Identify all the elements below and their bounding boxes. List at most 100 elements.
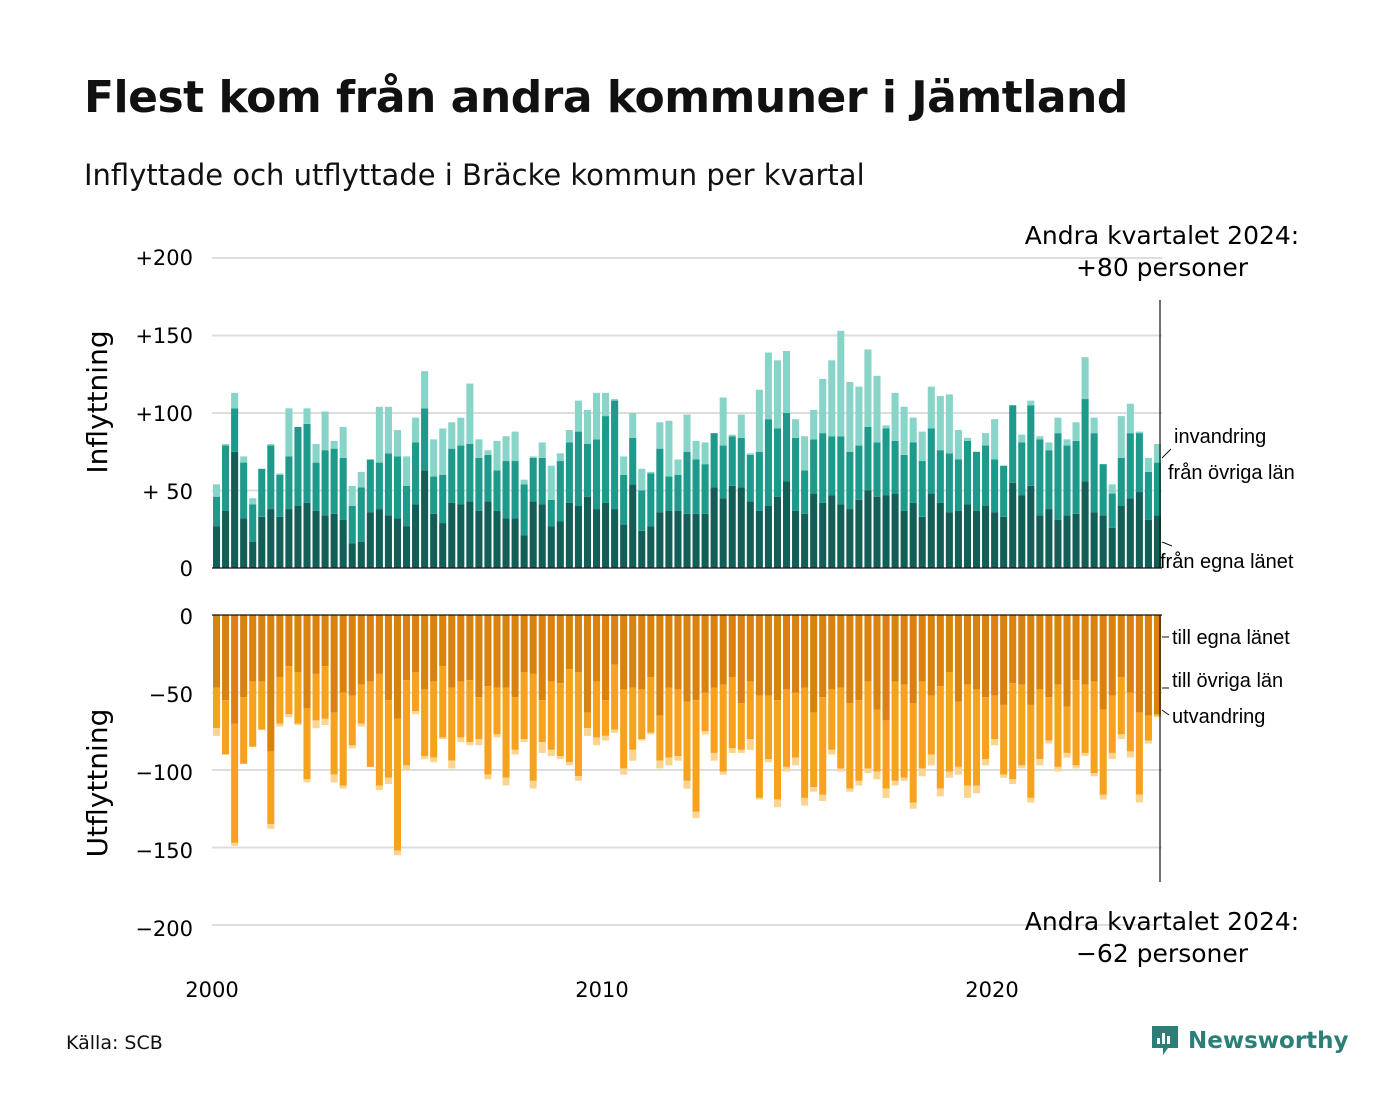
inflow-bar-segment <box>466 444 474 502</box>
outflow-bar-segment <box>547 681 555 750</box>
inflow-bar-segment <box>511 518 519 568</box>
label-utvandring: utvandring <box>1172 706 1265 728</box>
outflow-bar-segment <box>755 695 763 798</box>
inflow-bar-segment <box>900 406 908 455</box>
outflow-bar-segment <box>954 766 962 775</box>
inflow-bar-segment <box>837 330 845 437</box>
inflow-bar-segment <box>991 459 999 513</box>
outflow-bar-segment <box>873 771 881 780</box>
newsworthy-logo: Newsworthy <box>1150 1024 1349 1058</box>
inflow-bar-segment <box>801 436 809 471</box>
inflow-bar-segment <box>348 485 356 506</box>
inflow-bar-segment <box>810 493 818 568</box>
inflow-bar-segment <box>629 413 637 438</box>
outflow-bar-segment <box>602 615 610 701</box>
outflow-bar-segment <box>330 615 338 713</box>
outflow-bar-segment <box>384 615 392 701</box>
inflow-bar-segment <box>773 360 782 429</box>
outflow-bar-segment <box>611 664 619 730</box>
outflow-bar-segment <box>231 615 239 724</box>
outflow-bar-segment <box>1036 689 1044 760</box>
inflow-bar-segment <box>593 392 601 440</box>
inflow-bar-segment <box>1108 527 1116 568</box>
outflow-bar-segment <box>629 687 637 750</box>
outflow-bar-segment <box>1099 615 1107 710</box>
outflow-bar-segment <box>1153 615 1162 715</box>
inflow-bar-segment <box>294 426 302 506</box>
inflow-bar-segment <box>1036 515 1044 568</box>
outflow-bar-segment <box>574 672 582 777</box>
outflow-bar-segment <box>538 742 546 753</box>
outflow-bar-segment <box>1018 684 1026 766</box>
inflow-bar-segment <box>1090 417 1098 434</box>
inflow-bar-segment <box>348 543 356 568</box>
invandring-leader <box>1161 448 1172 459</box>
outflow-bar-segment <box>1081 615 1089 685</box>
outflow-bar-segment <box>855 615 863 701</box>
inflow-bar-segment <box>918 431 926 462</box>
inflow-bar-segment <box>918 461 926 517</box>
outflow-bar-segment <box>276 677 284 724</box>
inflow-bar-segment <box>982 433 990 446</box>
outflow-bar-segment <box>982 759 990 766</box>
inflow-bar-segment <box>710 433 718 488</box>
inflow-bar-segment <box>801 470 809 514</box>
inflow-bar-segment <box>583 496 592 568</box>
outflow-bar-segment <box>375 615 383 674</box>
inflow-bar-segment <box>384 453 392 516</box>
outflow-bar-segment <box>547 615 555 682</box>
outflow-bar-segment <box>466 680 474 743</box>
outflow-bar-segment <box>828 749 836 755</box>
outflow-bar-segment <box>1009 779 1017 784</box>
outflow-bar-segment <box>448 615 456 688</box>
inflow-bar-segment <box>810 409 818 440</box>
inflow-bar-segment <box>1081 399 1089 482</box>
inflow-bar-segment <box>547 465 555 500</box>
inflow-bar-segment <box>222 444 230 446</box>
outflow-bar-segment <box>439 737 447 739</box>
inflow-bar-segment <box>1099 515 1107 568</box>
outflow-bar-segment <box>583 712 592 729</box>
inflow-bar-segment <box>792 510 800 568</box>
inflow-bar-segment <box>936 450 944 503</box>
outflow-bar-segment <box>792 757 800 766</box>
inflow-bar-segment <box>973 451 981 511</box>
outflow-bar-segment <box>1126 615 1134 693</box>
outflow-bar-segment <box>701 615 709 693</box>
inflow-bar-segment <box>1036 436 1044 440</box>
inflow-bar-segment <box>375 462 383 510</box>
inflow-bar-segment <box>674 459 682 475</box>
outflow-bar-segment <box>764 695 772 760</box>
inflow-bar-segment <box>701 442 709 465</box>
outflow-bar-segment <box>348 745 356 749</box>
inflow-bar-segment <box>773 496 782 568</box>
outflow-bar-segment <box>1153 715 1162 718</box>
inflow-bar-segment <box>1018 434 1026 443</box>
outflow-bar-segment <box>783 615 791 690</box>
inflow-bar-segment <box>538 457 546 505</box>
inflow-bar-segment <box>412 417 420 443</box>
outflow-bar-segment <box>656 760 664 769</box>
outflow-bar-segment <box>529 615 537 674</box>
inflow-bar-segment <box>430 513 438 568</box>
outflow-bar-segment <box>366 615 374 682</box>
outflow-bar-segment <box>982 697 990 760</box>
outflow-bar-segment <box>466 742 474 746</box>
inflow-bar-segment <box>891 493 899 568</box>
outflow-bar-segment <box>1126 751 1134 758</box>
inflow-bar-segment <box>240 518 248 568</box>
inflow-bar-segment <box>855 445 863 500</box>
inflow-bar-segment <box>692 513 700 568</box>
outflow-bar-segment <box>593 615 601 682</box>
inflow-bar-segment <box>963 437 972 441</box>
inflow-bar-segment <box>873 496 881 568</box>
outflow-bar-segment <box>303 779 311 783</box>
outflow-bar-segment <box>638 739 646 741</box>
inflow-bar-segment <box>339 457 347 520</box>
outflow-bar-segment <box>837 768 845 772</box>
outflow-bar-segment <box>665 757 673 766</box>
inflow-bar-segment <box>710 487 718 568</box>
inflow-bar-segment <box>1009 405 1017 483</box>
outflow-bar-segment <box>755 797 763 800</box>
y-tick-out-50: −50 <box>149 683 193 707</box>
